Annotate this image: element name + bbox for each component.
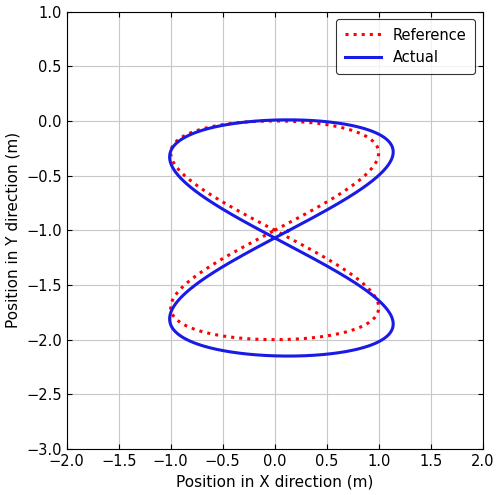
Actual <box>285 117 291 123</box>
Line: Actual: Actual <box>170 120 393 356</box>
Actual <box>220 348 226 354</box>
Reference <box>254 218 260 224</box>
Actual <box>285 353 291 359</box>
Y-axis label: Position in Y direction (m): Position in Y direction (m) <box>6 132 20 328</box>
Reference <box>236 247 242 252</box>
Actual <box>246 248 252 254</box>
Reference <box>224 334 230 340</box>
Reference <box>272 118 278 124</box>
Line: Reference: Reference <box>170 121 378 340</box>
Actual <box>350 191 356 197</box>
Reference <box>272 227 278 233</box>
Reference <box>334 193 340 199</box>
Reference <box>272 337 278 343</box>
Actual <box>266 232 272 238</box>
Actual <box>246 249 252 255</box>
Reference <box>272 227 278 233</box>
X-axis label: Position in X direction (m): Position in X direction (m) <box>176 474 374 490</box>
Legend: Reference, Actual: Reference, Actual <box>336 19 475 74</box>
Actual <box>285 228 291 234</box>
Actual <box>231 213 237 219</box>
Reference <box>235 247 241 253</box>
Reference <box>222 200 228 206</box>
Actual <box>285 228 291 234</box>
